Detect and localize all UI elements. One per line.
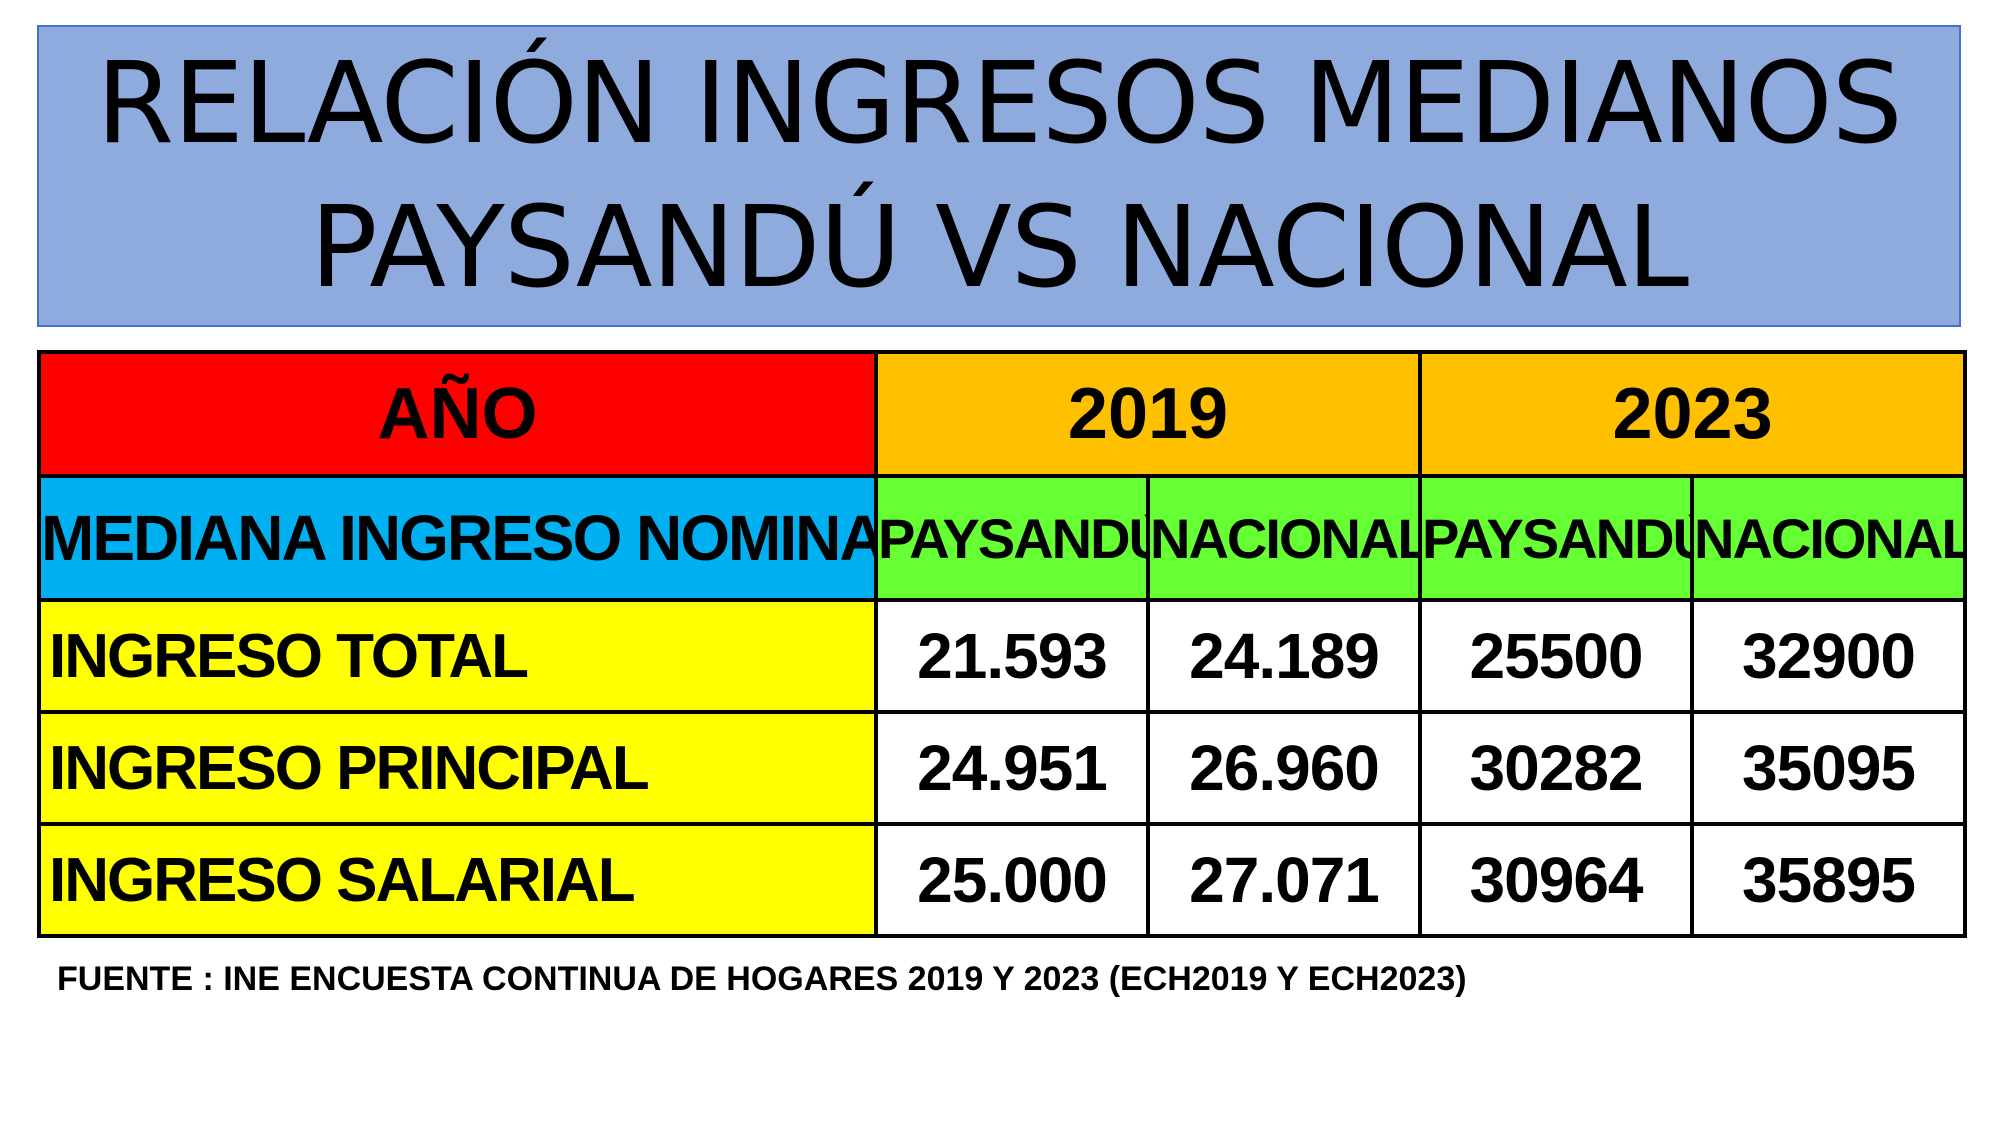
table-row: INGRESO PRINCIPAL 24.951 26.960 30282 35… (37, 710, 1968, 826)
subheader-paysandu-2019: PAYSANDÚ (874, 474, 1150, 602)
table-cell: 21.593 (874, 598, 1150, 714)
row-label-ingreso-salarial: INGRESO SALARIAL (37, 822, 878, 938)
table-cell: 35895 (1690, 822, 1968, 938)
row-label-ingreso-total: INGRESO TOTAL (37, 598, 878, 714)
table-cell: 35095 (1690, 710, 1968, 826)
year-2023-header: 2023 (1418, 350, 1968, 478)
row-label-ingreso-principal: INGRESO PRINCIPAL (37, 710, 878, 826)
year-header-row: AÑO 2019 2023 (37, 350, 1968, 478)
table-cell: 24.951 (874, 710, 1150, 826)
year-label-cell: AÑO (37, 350, 878, 478)
year-2019-header: 2019 (873, 350, 1423, 478)
subheader-nacional-2023: NACIONAL (1690, 474, 1968, 602)
subheader-nacional-2019: NACIONAL (1145, 474, 1423, 602)
table-cell: 30282 (1418, 710, 1695, 826)
table-cell: 27.071 (1145, 822, 1423, 938)
subheader-row: MEDIANA INGRESO NOMINAL PAYSANDÚ NACIONA… (37, 474, 1968, 602)
title-line-1: RELACIÓN INGRESOS MEDIANOS (96, 39, 1902, 169)
table-cell: 26.960 (1145, 710, 1423, 826)
table-cell: 25.000 (874, 822, 1150, 938)
subheader-label-cell: MEDIANA INGRESO NOMINAL (37, 474, 878, 602)
table-cell: 30964 (1418, 822, 1695, 938)
table-row: INGRESO TOTAL 21.593 24.189 25500 32900 (37, 598, 1968, 714)
table-row: INGRESO SALARIAL 25.000 27.071 30964 358… (37, 822, 1968, 938)
subheader-paysandu-2023: PAYSANDÚ (1418, 474, 1695, 602)
income-table: AÑO 2019 2023 MEDIANA INGRESO NOMINAL PA… (37, 350, 1968, 938)
title-line-2: PAYSANDÚ VS NACIONAL (309, 183, 1689, 313)
table-cell: 25500 (1418, 598, 1695, 714)
table-cell: 24.189 (1145, 598, 1423, 714)
table-cell: 32900 (1690, 598, 1968, 714)
title-banner: RELACIÓN INGRESOS MEDIANOS PAYSANDÚ VS N… (37, 25, 1961, 327)
source-note: FUENTE : INE ENCUESTA CONTINUA DE HOGARE… (57, 960, 1467, 998)
